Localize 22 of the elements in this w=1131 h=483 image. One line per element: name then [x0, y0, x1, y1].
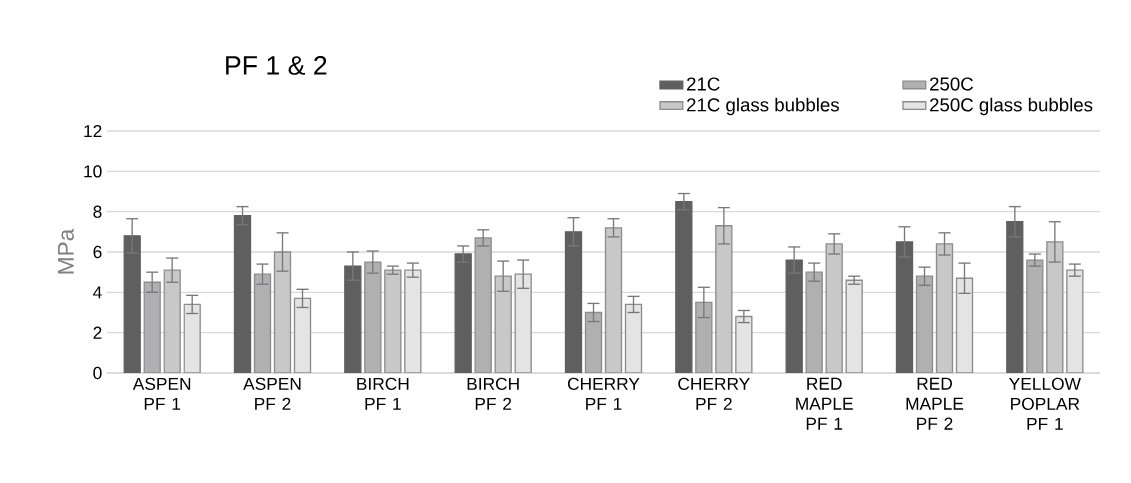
- x-tick-label: ASPEN PF 2: [243, 377, 301, 410]
- y-tick-label: 2: [93, 326, 102, 339]
- x-tick-label: CHERRY PF 2: [678, 377, 750, 410]
- y-tick-label: 8: [93, 205, 102, 218]
- x-tick-label: ASPEN PF 1: [132, 377, 191, 410]
- legend-label: 21C glass bubbles: [687, 97, 839, 116]
- y-tick-label: 12: [84, 124, 102, 138]
- x-tick-label: RED MAPLE PF 2: [906, 377, 964, 430]
- x-tick-label: BIRCH PF 2: [467, 377, 519, 410]
- legend-label: 250C: [930, 77, 974, 91]
- y-tick-label: 10: [84, 165, 102, 178]
- legend-label: 250C glass bubbles: [930, 97, 1093, 116]
- y-tick-label: 0: [93, 366, 102, 380]
- x-tick-label: BIRCH PF 1: [357, 377, 409, 410]
- y-tick-label: 6: [93, 245, 102, 259]
- chart-title: PF 1 & 2: [226, 55, 327, 75]
- x-tick-label: YELLOW POPLAR PF 1: [1009, 377, 1081, 430]
- y-axis-title: MPa: [58, 228, 74, 274]
- legend-label: 21C: [687, 77, 720, 91]
- x-tick-label: RED MAPLE PF 1: [796, 377, 853, 430]
- y-tick-label: 4: [93, 286, 102, 299]
- x-tick-label: CHERRY PF 1: [567, 377, 640, 410]
